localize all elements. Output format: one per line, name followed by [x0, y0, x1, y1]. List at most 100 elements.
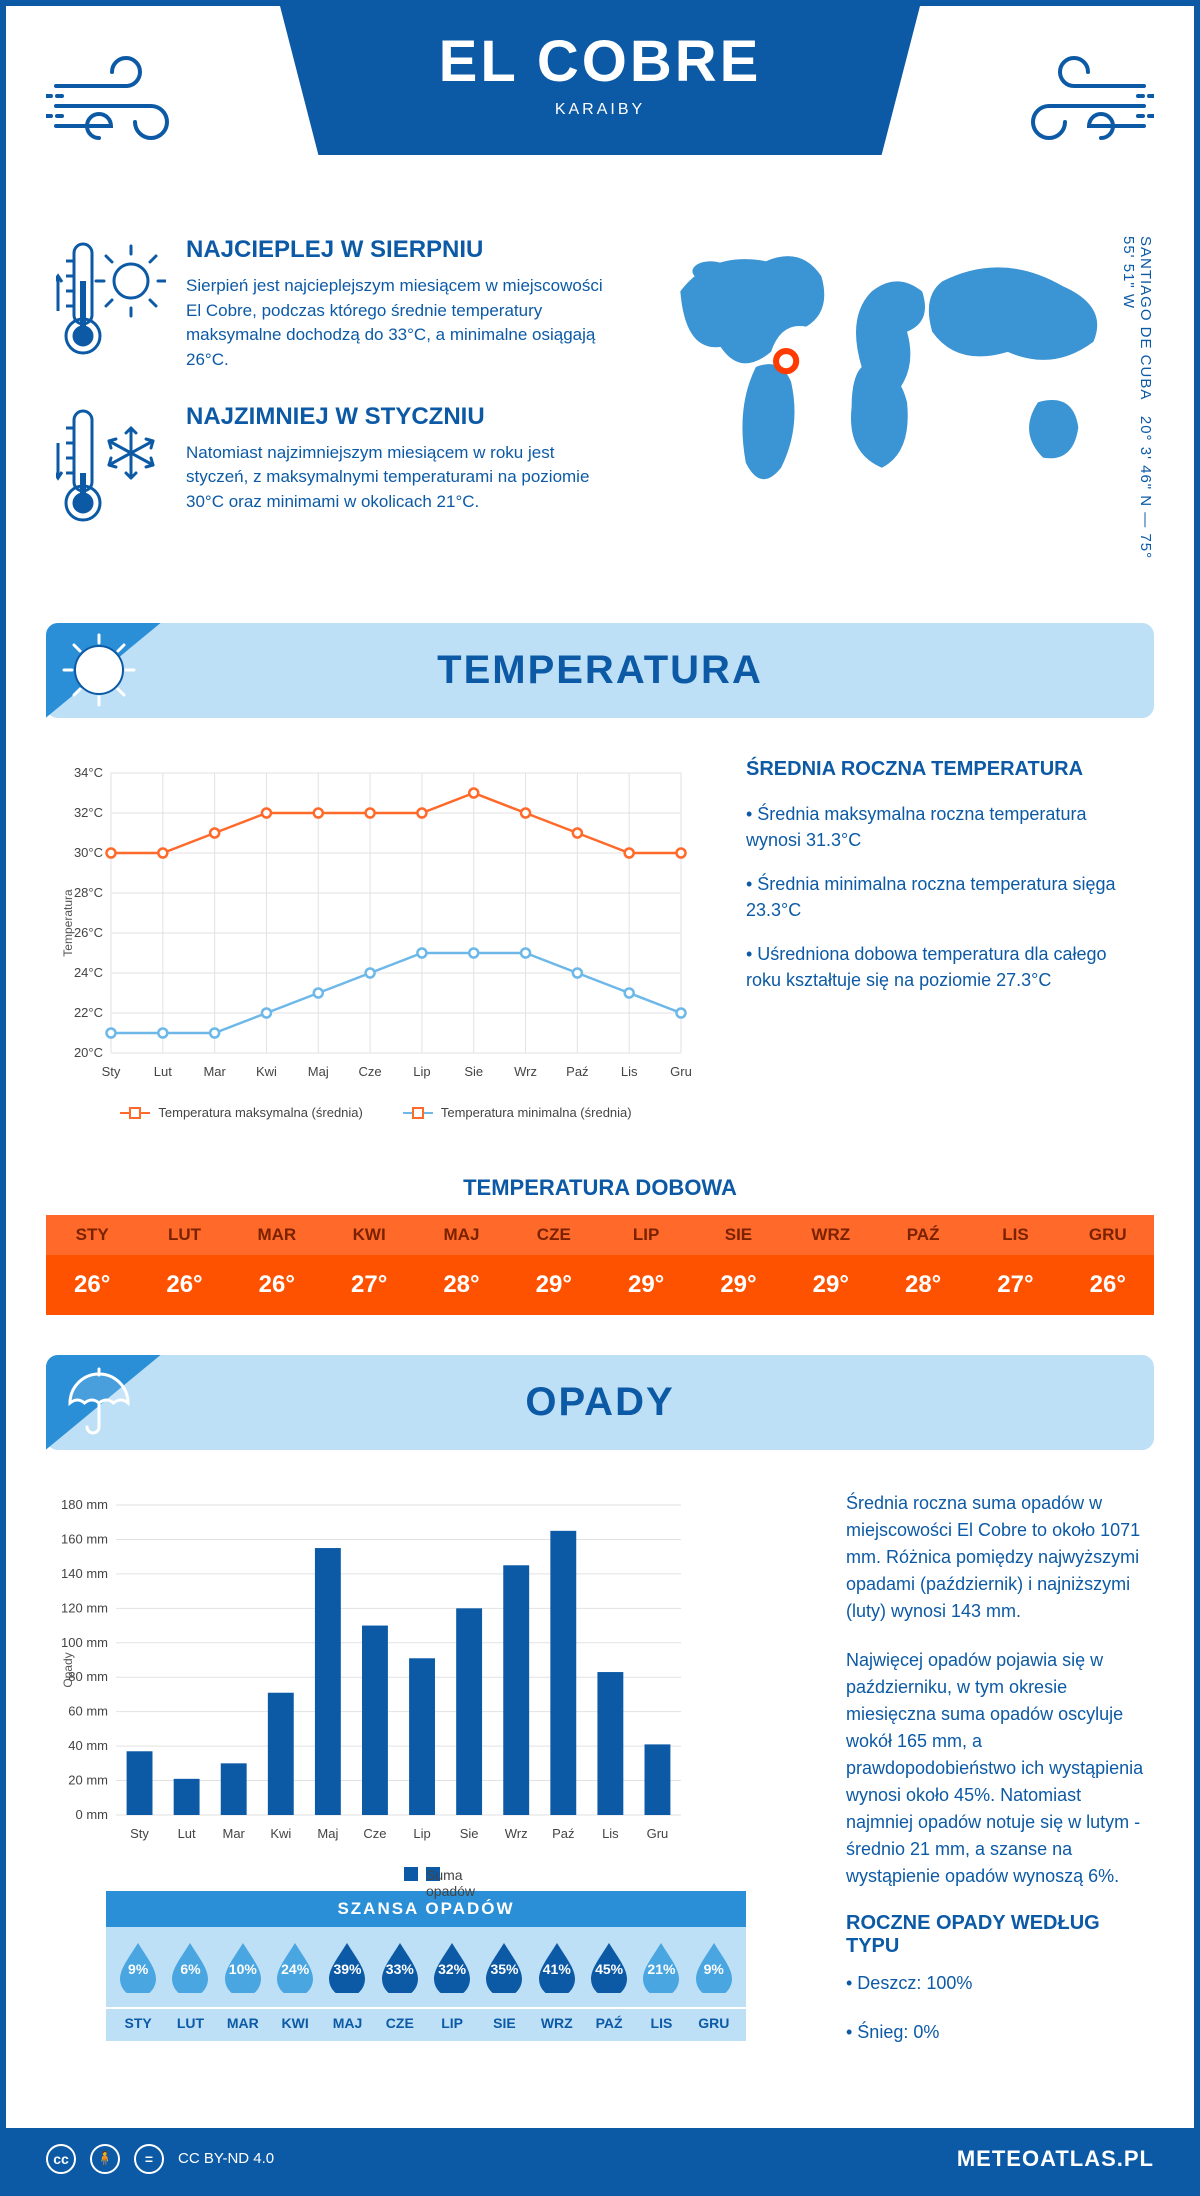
page-subtitle: KARAIBY [280, 101, 920, 119]
cc-icon: cc [46, 2144, 76, 2174]
chance-drop: 24% [269, 1941, 321, 1997]
temperature-banner: TEMPERATURA [46, 623, 1154, 718]
svg-text:Lip: Lip [413, 1826, 430, 1841]
umbrella-icon [60, 1363, 138, 1441]
svg-text:120 mm: 120 mm [61, 1600, 108, 1615]
fact-warmest: NAJCIEPLEJ W SIERPNIU Sierpień jest najc… [56, 236, 610, 373]
daily-col: SIE 29° [692, 1215, 784, 1315]
precip-legend: Suma opadów [56, 1865, 796, 1881]
svg-text:Lis: Lis [602, 1826, 619, 1841]
precip-title: OPADY [525, 1380, 674, 1425]
precip-chart: 0 mm20 mm40 mm60 mm80 mm100 mm120 mm140 … [56, 1490, 796, 2068]
svg-text:Sty: Sty [130, 1826, 149, 1841]
license-text: CC BY-ND 4.0 [178, 2150, 274, 2167]
daily-col: MAJ 28° [415, 1215, 507, 1315]
sun-icon [60, 631, 138, 709]
fact-warmest-body: Sierpień jest najcieplejszym miesiącem w… [186, 274, 610, 373]
svg-text:Opady: Opady [61, 1652, 75, 1687]
thermometer-snow-icon [56, 403, 166, 533]
svg-text:32°C: 32°C [74, 805, 103, 820]
chance-drop: 35% [478, 1941, 530, 1997]
svg-text:Sie: Sie [464, 1064, 483, 1079]
by-icon: 🧍 [90, 2144, 120, 2174]
svg-text:Wrz: Wrz [505, 1826, 528, 1841]
svg-text:Kwi: Kwi [256, 1064, 277, 1079]
svg-text:Cze: Cze [359, 1064, 382, 1079]
svg-text:Paź: Paź [552, 1826, 574, 1841]
temperature-legend: .lg-swatch:nth-child(1)::after{border-co… [56, 1105, 696, 1120]
svg-text:24°C: 24°C [74, 965, 103, 980]
precip-banner: OPADY [46, 1355, 1154, 1450]
wind-icon-right [1004, 46, 1154, 156]
daily-col: LIS 27° [969, 1215, 1061, 1315]
daily-col: WRZ 29° [785, 1215, 877, 1315]
svg-text:160 mm: 160 mm [61, 1531, 108, 1546]
svg-text:100 mm: 100 mm [61, 1634, 108, 1649]
svg-text:180 mm: 180 mm [61, 1497, 108, 1512]
world-map [640, 236, 1144, 508]
svg-text:Gru: Gru [670, 1064, 692, 1079]
svg-text:140 mm: 140 mm [61, 1565, 108, 1580]
chance-drop: 41% [531, 1941, 583, 1997]
chance-drop: 21% [635, 1941, 687, 1997]
svg-text:26°C: 26°C [74, 925, 103, 940]
chance-drop: 39% [321, 1941, 373, 1997]
temperature-chart: 20°C 22°C 24°C 26°C 28°C 30°C 32°C 34°C Sty Lut Ma… [56, 758, 696, 1120]
temperature-stats: ŚREDNIA ROCZNA TEMPERATURA • Średnia mak… [746, 758, 1144, 1120]
svg-text:Sty: Sty [102, 1064, 121, 1079]
svg-text:Cze: Cze [363, 1826, 386, 1841]
svg-text:Lut: Lut [154, 1064, 172, 1079]
page-title: EL COBRE [280, 28, 920, 95]
daily-temp-table: STY 26° LUT 26° MAR 26° KWI 27° MAJ 28° … [46, 1215, 1154, 1315]
svg-text:30°C: 30°C [74, 845, 103, 860]
svg-text:Lis: Lis [621, 1064, 638, 1079]
svg-text:Paź: Paź [566, 1064, 588, 1079]
chance-drop: 10% [217, 1941, 269, 1997]
svg-text:Lip: Lip [413, 1064, 430, 1079]
daily-col: LUT 26° [138, 1215, 230, 1315]
daily-col: GRU 26° [1062, 1215, 1154, 1315]
svg-text:Gru: Gru [647, 1826, 669, 1841]
svg-text:40 mm: 40 mm [68, 1738, 108, 1753]
temperature-title: TEMPERATURA [437, 648, 763, 693]
coordinates: SANTIAGO DE CUBA 20° 3' 46" N — 75° 55' … [1120, 236, 1154, 563]
daily-col: MAR 26° [231, 1215, 323, 1315]
svg-text:Kwi: Kwi [270, 1826, 291, 1841]
svg-text:28°C: 28°C [74, 885, 103, 900]
svg-text:34°C: 34°C [74, 765, 103, 780]
title-banner: EL COBRE KARAIBY [280, 6, 920, 155]
footer: cc 🧍 = CC BY-ND 4.0 METEOATLAS.PL [6, 2128, 1194, 2190]
chance-drop: 45% [583, 1941, 635, 1997]
chance-drop: 6% [164, 1941, 216, 1997]
header: EL COBRE KARAIBY [6, 6, 1194, 206]
site-name: METEOATLAS.PL [957, 2146, 1154, 2172]
svg-text:Sie: Sie [460, 1826, 479, 1841]
svg-text:Lut: Lut [178, 1826, 196, 1841]
daily-temp-title: TEMPERATURA DOBOWA [6, 1175, 1194, 1201]
svg-text:0 mm: 0 mm [76, 1807, 109, 1822]
svg-text:Temperatura: Temperatura [61, 889, 75, 957]
chance-drop: 9% [688, 1941, 740, 1997]
svg-text:22°C: 22°C [74, 1005, 103, 1020]
svg-text:Wrz: Wrz [514, 1064, 537, 1079]
intro-section: NAJCIEPLEJ W SIERPNIU Sierpień jest najc… [6, 206, 1194, 603]
thermometer-sun-icon [56, 236, 166, 366]
fact-coldest: NAJZIMNIEJ W STYCZNIU Natomiast najzimni… [56, 403, 610, 533]
daily-col: PAŹ 28° [877, 1215, 969, 1315]
fact-coldest-body: Natomiast najzimniejszym miesiącem w rok… [186, 441, 610, 515]
svg-text:Maj: Maj [317, 1826, 338, 1841]
fact-coldest-title: NAJZIMNIEJ W STYCZNIU [186, 403, 610, 431]
daily-col: CZE 29° [508, 1215, 600, 1315]
chance-drop: 9% [112, 1941, 164, 1997]
daily-col: STY 26° [46, 1215, 138, 1315]
chance-drop: 32% [426, 1941, 478, 1997]
precip-chance-panel: SZANSA OPADÓW 9% 6% 10% 24% 39% [106, 1891, 746, 2041]
chance-drop: 33% [374, 1941, 426, 1997]
svg-text:Mar: Mar [203, 1064, 226, 1079]
svg-text:20°C: 20°C [74, 1045, 103, 1060]
svg-text:Mar: Mar [223, 1826, 246, 1841]
precip-stats: Średnia roczna suma opadów w miejscowośc… [846, 1490, 1144, 2068]
fact-warmest-title: NAJCIEPLEJ W SIERPNIU [186, 236, 610, 264]
svg-text:60 mm: 60 mm [68, 1703, 108, 1718]
svg-text:20 mm: 20 mm [68, 1772, 108, 1787]
